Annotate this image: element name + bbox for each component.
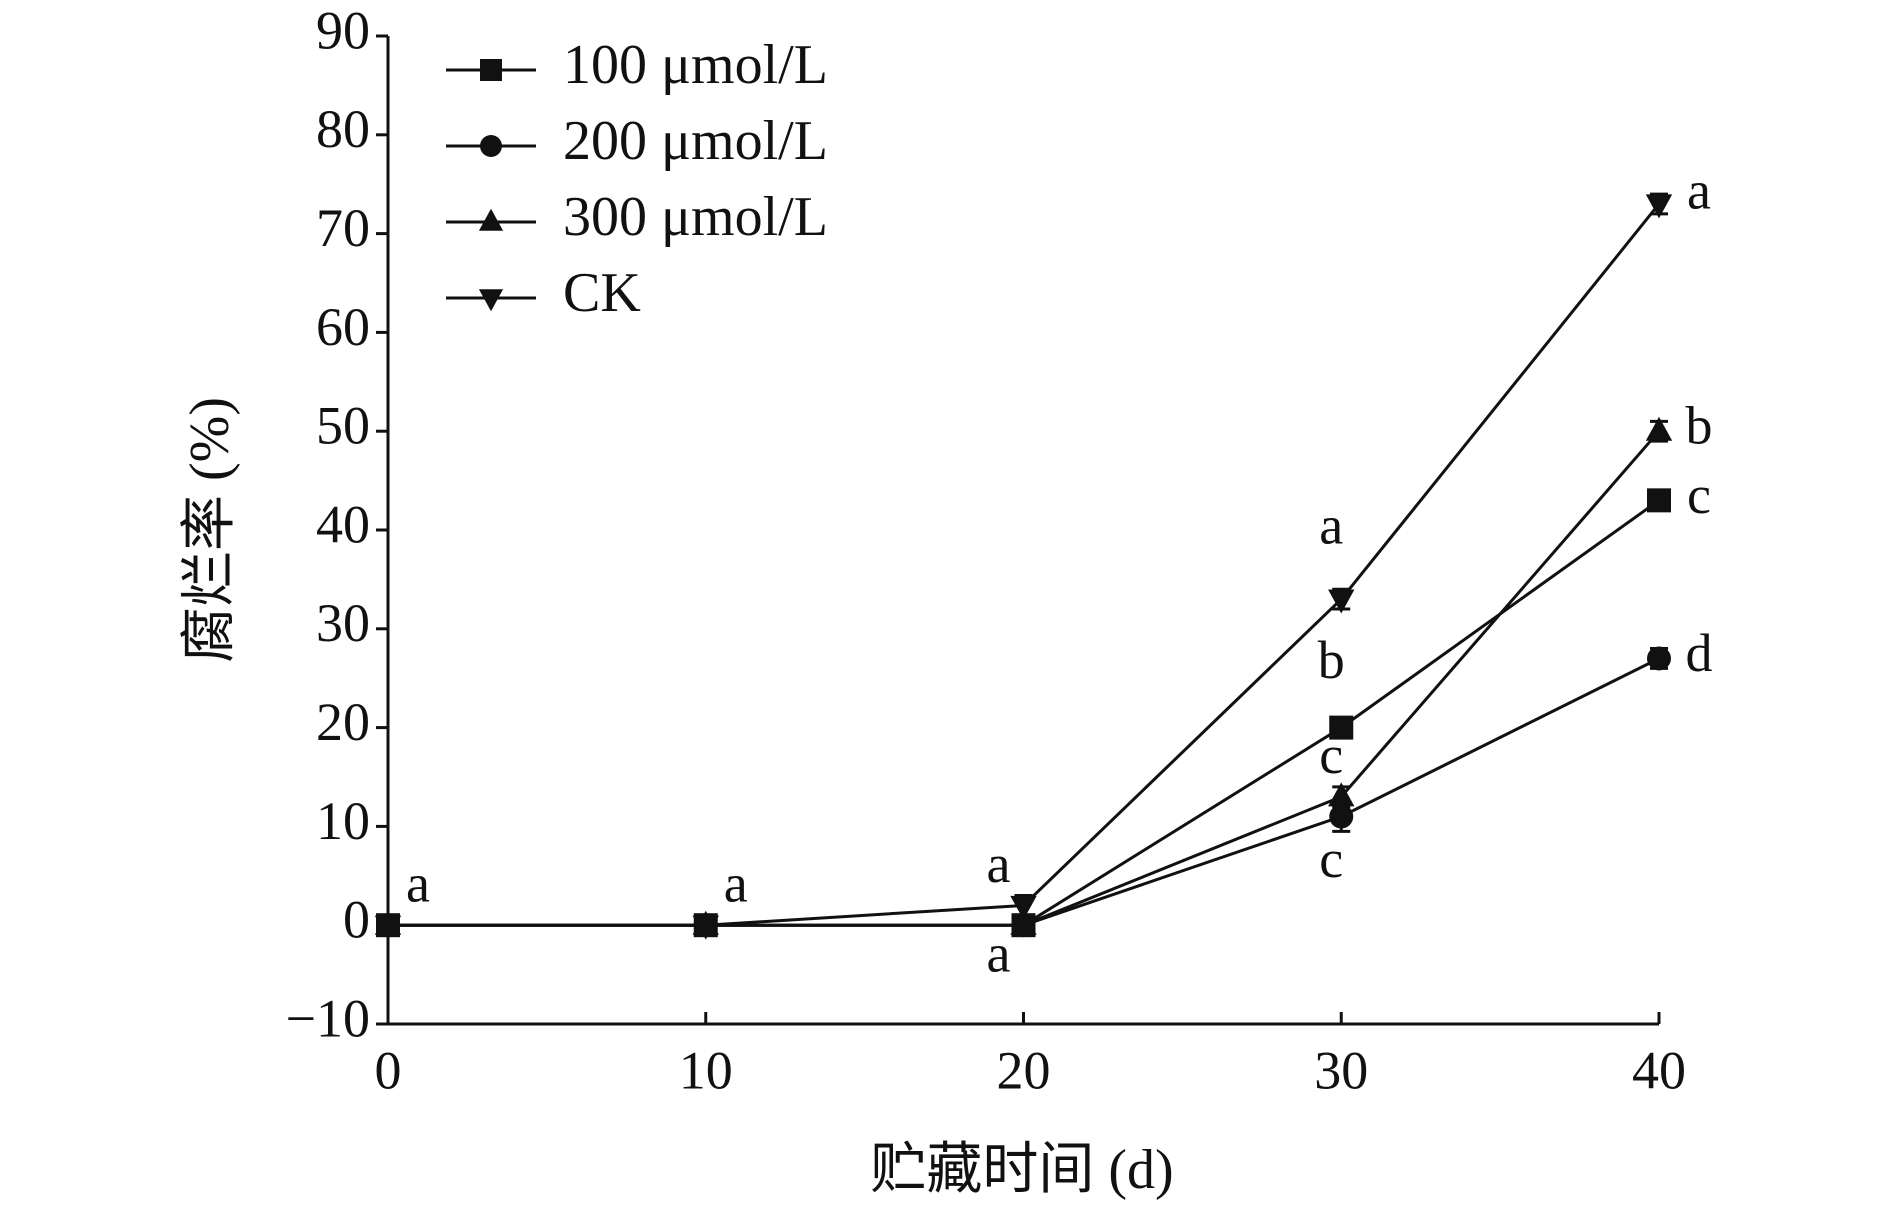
significance-letter: b	[1318, 630, 1345, 690]
significance-letter: a	[987, 924, 1011, 984]
series-line	[388, 657, 1660, 927]
x-tick-label: 0	[375, 1040, 402, 1100]
legend-label: 200 μmol/L	[563, 110, 828, 172]
x-tick-label: 40	[1632, 1040, 1686, 1100]
marker	[1647, 646, 1671, 671]
y-tick-label: 40	[316, 494, 370, 554]
marker	[1328, 589, 1355, 614]
series-line	[388, 430, 1661, 927]
significance-letter: c	[1319, 725, 1343, 785]
significance-letter: a	[724, 854, 748, 914]
legend-marker	[478, 208, 504, 231]
legend-marker	[480, 135, 502, 157]
y-tick-label: 90	[316, 0, 370, 60]
significance-letter: c	[1687, 465, 1711, 525]
significance-letter: b	[1686, 396, 1713, 456]
y-tick-label: 0	[343, 890, 370, 950]
y-tick-label: 60	[316, 297, 370, 357]
marker	[1328, 782, 1355, 807]
marker	[1647, 488, 1671, 513]
significance-letter: a	[987, 834, 1011, 894]
x-tick-label: 10	[679, 1040, 733, 1100]
y-tick-label: 50	[316, 396, 370, 456]
marker	[1645, 416, 1673, 441]
legend-marker	[480, 59, 502, 81]
legend-label: 300 μmol/L	[563, 186, 828, 248]
x-tick-label: 20	[997, 1040, 1051, 1100]
significance-letter: c	[1319, 829, 1343, 889]
y-tick-label: 30	[316, 593, 370, 653]
y-axis-label: 腐烂率 (%)	[179, 397, 241, 663]
y-tick-label: 20	[316, 692, 370, 752]
marker	[1645, 194, 1673, 219]
marker	[1329, 804, 1354, 829]
y-tick-label: 80	[316, 99, 370, 159]
significance-letter: a	[1319, 496, 1343, 556]
y-tick-label: 10	[316, 791, 370, 851]
legend-label: 100 μmol/L	[563, 34, 828, 96]
y-tick-label: 70	[316, 198, 370, 258]
x-tick-label: 30	[1314, 1040, 1368, 1100]
legend-marker	[478, 289, 504, 312]
series-line	[388, 499, 1660, 927]
x-axis-label: 贮藏时间 (d)	[870, 1139, 1173, 1201]
marker	[1010, 895, 1037, 920]
significance-letter: d	[1686, 623, 1713, 683]
y-tick-label: −10	[286, 988, 370, 1048]
marker	[374, 915, 402, 940]
marker	[1329, 715, 1354, 740]
legend-label: CK	[563, 262, 641, 324]
significance-letter: a	[406, 854, 430, 914]
marker	[1010, 910, 1037, 935]
significance-letter: a	[1687, 160, 1711, 220]
marker	[692, 915, 719, 940]
